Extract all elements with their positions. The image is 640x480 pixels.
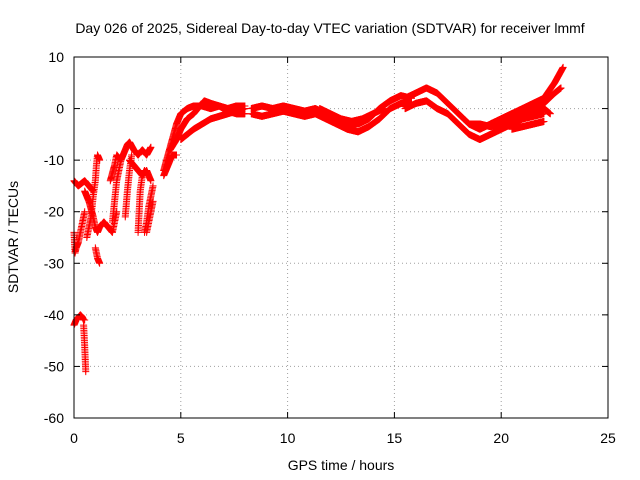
series-s14 (126, 156, 155, 185)
data-point (128, 151, 136, 159)
y-tick-label: -40 (44, 307, 64, 323)
data-point (147, 177, 155, 185)
series-s21 (316, 105, 388, 125)
data-point (81, 208, 89, 216)
x-tick-label: 15 (387, 430, 403, 446)
data-point (380, 105, 388, 113)
y-tick-label: -30 (44, 255, 64, 271)
series-s1 (70, 177, 97, 195)
data-point (81, 316, 89, 324)
series-s13 (143, 197, 157, 236)
series-s9 (108, 156, 125, 226)
y-tick-label: 10 (48, 49, 64, 65)
series-s5 (91, 244, 104, 267)
data-point (173, 151, 181, 159)
x-tick-label: 10 (280, 430, 296, 446)
y-tick-label: -20 (44, 204, 64, 220)
y-tick-label: -50 (44, 358, 64, 374)
data-point (96, 259, 104, 267)
x-tick-label: 5 (177, 430, 185, 446)
data-point (241, 105, 249, 113)
x-tick-label: 0 (70, 430, 78, 446)
x-tick-label: 20 (493, 430, 509, 446)
series-s7 (80, 321, 90, 376)
data-point (147, 143, 155, 151)
data-point (96, 156, 104, 164)
series-s8 (106, 138, 155, 185)
x-axis-label: GPS time / hours (288, 457, 395, 473)
y-tick-label: -60 (44, 410, 64, 426)
data-point (82, 368, 90, 376)
y-tick-label: 0 (56, 101, 64, 117)
series-s4 (83, 151, 104, 241)
x-tick-label: 25 (600, 430, 616, 446)
y-tick-label: -10 (44, 152, 64, 168)
series-s18 (177, 105, 249, 144)
series-s17 (166, 97, 249, 154)
y-axis-label: SDTVAR / TECUs (5, 181, 21, 293)
series-s10 (121, 151, 136, 221)
data-point (149, 182, 157, 190)
data-point (149, 197, 157, 205)
chart-title: Day 026 of 2025, Sidereal Day-to-day VTE… (75, 20, 584, 36)
data-point (117, 156, 125, 164)
